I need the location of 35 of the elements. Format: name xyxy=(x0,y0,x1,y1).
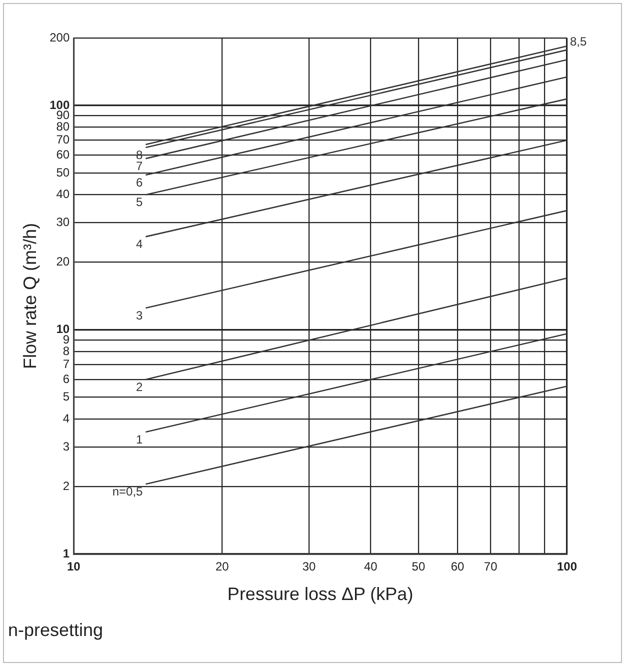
x-axis-title: Pressure loss ΔP (kPa) xyxy=(227,584,414,604)
y-tick-label: 4 xyxy=(62,411,70,426)
y-tick-label: 30 xyxy=(56,215,70,230)
y-tick-label: 8 xyxy=(62,344,70,358)
y-tick-label: 40 xyxy=(56,187,70,202)
series-label: 4 xyxy=(136,237,144,252)
x-tick-label: 70 xyxy=(484,560,498,574)
text: n-presetting xyxy=(8,620,104,640)
series-label: 1 xyxy=(136,432,144,446)
x-tick-label: 60 xyxy=(450,560,465,574)
x-tick-label: 30 xyxy=(302,560,316,574)
y-axis-title: Flow rate Q (m³/h) xyxy=(20,222,40,370)
y-tick-label: 80 xyxy=(56,120,70,134)
series-label: 2 xyxy=(136,380,144,394)
y-tick-label: 2 xyxy=(62,478,70,493)
y-tick-label: 50 xyxy=(56,165,70,180)
x-tick-label: 100 xyxy=(556,560,578,574)
series-label: 5 xyxy=(136,195,144,210)
y-tick-label: 200 xyxy=(50,30,70,44)
series-label: 7 xyxy=(136,158,144,173)
x-tick-label: 20 xyxy=(215,560,230,574)
y-tick-label: 7 xyxy=(62,356,70,371)
y-tick-label: 60 xyxy=(56,148,70,162)
y-tick-label: 70 xyxy=(56,132,70,147)
y-tick-label: 20 xyxy=(56,254,70,269)
x-tick-label: 40 xyxy=(364,560,378,574)
y-tick-label: 5 xyxy=(62,390,70,404)
series-label: 3 xyxy=(136,308,144,322)
series-label: n=0,5 xyxy=(112,484,144,498)
y-tick-label: 1 xyxy=(62,546,70,560)
y-tick-label: 6 xyxy=(62,372,70,386)
y-tick-label: 3 xyxy=(62,439,70,454)
series-label: 6 xyxy=(136,175,144,190)
annotation: 8,5 xyxy=(570,34,588,48)
x-tick-label: 50 xyxy=(412,560,426,574)
